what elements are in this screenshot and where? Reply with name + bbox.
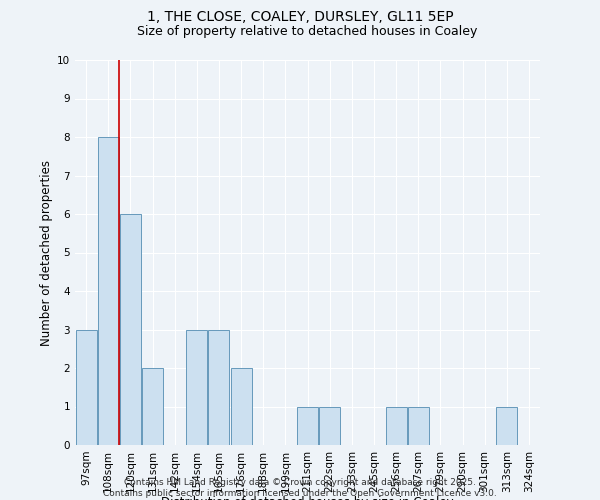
Bar bbox=[76, 330, 97, 445]
Text: Contains HM Land Registry data © Crown copyright and database right 2025.
Contai: Contains HM Land Registry data © Crown c… bbox=[103, 478, 497, 498]
Bar bbox=[496, 406, 517, 445]
Bar bbox=[120, 214, 141, 445]
Bar bbox=[208, 330, 229, 445]
Bar bbox=[319, 406, 340, 445]
Bar bbox=[407, 406, 429, 445]
Bar bbox=[297, 406, 318, 445]
Title: Size of property relative to detached houses in Coaley: Size of property relative to detached ho… bbox=[137, 25, 478, 38]
X-axis label: Distribution of detached houses by size in Coaley: Distribution of detached houses by size … bbox=[161, 496, 454, 500]
Y-axis label: Number of detached properties: Number of detached properties bbox=[40, 160, 53, 346]
Bar bbox=[230, 368, 251, 445]
Text: 1, THE CLOSE, COALEY, DURSLEY, GL11 5EP: 1, THE CLOSE, COALEY, DURSLEY, GL11 5EP bbox=[146, 10, 454, 24]
Bar bbox=[98, 137, 119, 445]
Bar bbox=[386, 406, 407, 445]
Bar bbox=[186, 330, 208, 445]
Bar bbox=[142, 368, 163, 445]
